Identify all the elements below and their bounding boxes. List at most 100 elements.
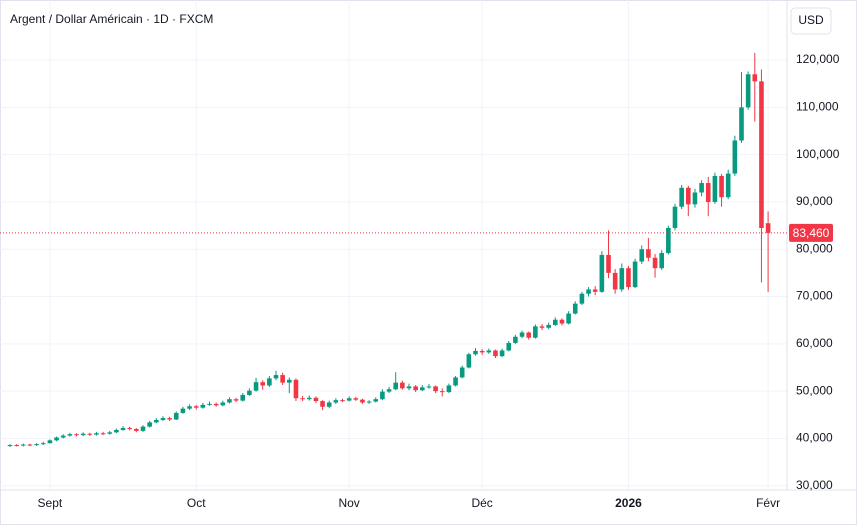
- x-tick-label: Sept: [38, 496, 63, 510]
- candle-body: [127, 428, 132, 430]
- y-tick-label: 90,000: [796, 194, 833, 208]
- currency-button[interactable]: USD: [790, 7, 832, 35]
- last-price-label: 83,460: [793, 226, 830, 240]
- candle-body: [679, 187, 684, 207]
- currency-button-box[interactable]: [790, 7, 832, 35]
- candle-body: [725, 173, 731, 198]
- y-tick-label: 40,000: [796, 431, 833, 445]
- candle-body: [240, 394, 246, 401]
- candle-body: [586, 289, 591, 294]
- candle-body: [745, 74, 751, 108]
- candle-body: [539, 326, 545, 328]
- candle-body: [579, 293, 585, 304]
- candle-body: [533, 326, 538, 338]
- candle-body: [47, 440, 53, 444]
- y-tick-label: 30,000: [796, 478, 833, 492]
- y-tick-label: 80,000: [796, 241, 833, 255]
- candle-body: [227, 399, 232, 403]
- candle-body: [406, 386, 412, 389]
- candle-body: [705, 183, 711, 202]
- candle-body: [466, 354, 472, 368]
- candle-body: [732, 140, 738, 174]
- y-tick-label: 100,000: [796, 147, 840, 161]
- candle-body: [306, 397, 312, 400]
- candle-body: [486, 350, 492, 353]
- candle-body: [453, 377, 458, 386]
- candle-body: [140, 426, 146, 431]
- candle-body: [40, 443, 46, 445]
- candle-body: [21, 444, 26, 446]
- candle-body: [606, 254, 611, 273]
- x-tick-label: Févr: [756, 496, 780, 510]
- chart-title: Argent / Dollar Américain · 1D · FXCM: [10, 12, 213, 26]
- candle-body: [27, 444, 33, 446]
- candle-body: [473, 350, 478, 355]
- candle-body: [506, 342, 512, 351]
- x-tick-label: 2026: [615, 496, 642, 510]
- candle-body: [273, 375, 279, 379]
- candle-body: [173, 412, 179, 420]
- candle-body: [260, 382, 265, 386]
- candle-body: [699, 183, 704, 193]
- candle-body: [499, 350, 505, 357]
- candle-body: [180, 408, 186, 413]
- candle-body: [100, 433, 106, 435]
- candle-body: [433, 386, 438, 392]
- candle-body: [320, 401, 325, 407]
- candle-body: [120, 428, 126, 430]
- candle-body: [160, 418, 166, 420]
- candle-body: [167, 418, 172, 420]
- y-tick-label: 110,000: [796, 100, 839, 114]
- candles: [7, 52, 771, 447]
- x-tick-label: Nov: [338, 496, 359, 510]
- candle-body: [207, 403, 212, 405]
- candle-body: [287, 379, 292, 383]
- candle-body: [526, 332, 531, 338]
- candle-body: [134, 428, 139, 431]
- candle-body: [479, 350, 485, 353]
- candle-body: [333, 400, 339, 403]
- candle-body: [572, 303, 578, 314]
- candle-body: [107, 432, 113, 434]
- candle-body: [393, 382, 398, 390]
- candle-body: [692, 192, 698, 205]
- candle-body: [519, 332, 525, 337]
- candle-body: [566, 313, 571, 324]
- candle-body: [513, 336, 518, 343]
- candle-body: [253, 382, 259, 391]
- candle-body: [67, 434, 73, 436]
- candle-body: [446, 385, 452, 393]
- candle-body: [659, 253, 664, 269]
- candle-body: [200, 404, 206, 408]
- candle-body: [619, 268, 625, 290]
- candle-body: [247, 390, 252, 395]
- currency-label[interactable]: USD: [798, 13, 824, 27]
- candle-body: [94, 433, 99, 435]
- candle-body: [34, 444, 39, 446]
- candle-body: [220, 402, 226, 406]
- candle-body: [626, 268, 631, 288]
- candle-body: [187, 406, 192, 409]
- candle-body: [60, 435, 66, 438]
- candle-body: [420, 387, 425, 391]
- candle-body: [493, 350, 498, 357]
- candle-body: [54, 437, 59, 441]
- candle-body: [646, 249, 651, 258]
- x-tick-label: Déc: [471, 496, 492, 510]
- candle-body: [413, 386, 418, 391]
- candle-body: [739, 107, 744, 141]
- candle-body: [712, 175, 718, 202]
- candle-body: [639, 249, 645, 262]
- candle-body: [459, 367, 465, 378]
- candle-body: [759, 81, 764, 228]
- candle-body: [154, 420, 159, 423]
- candle-body: [80, 433, 86, 436]
- candle-body: [719, 175, 724, 198]
- candle-body: [686, 187, 691, 205]
- candle-body: [326, 402, 332, 407]
- candle-body: [672, 206, 678, 228]
- x-tick-label: Oct: [187, 496, 206, 510]
- candle-body: [439, 391, 445, 393]
